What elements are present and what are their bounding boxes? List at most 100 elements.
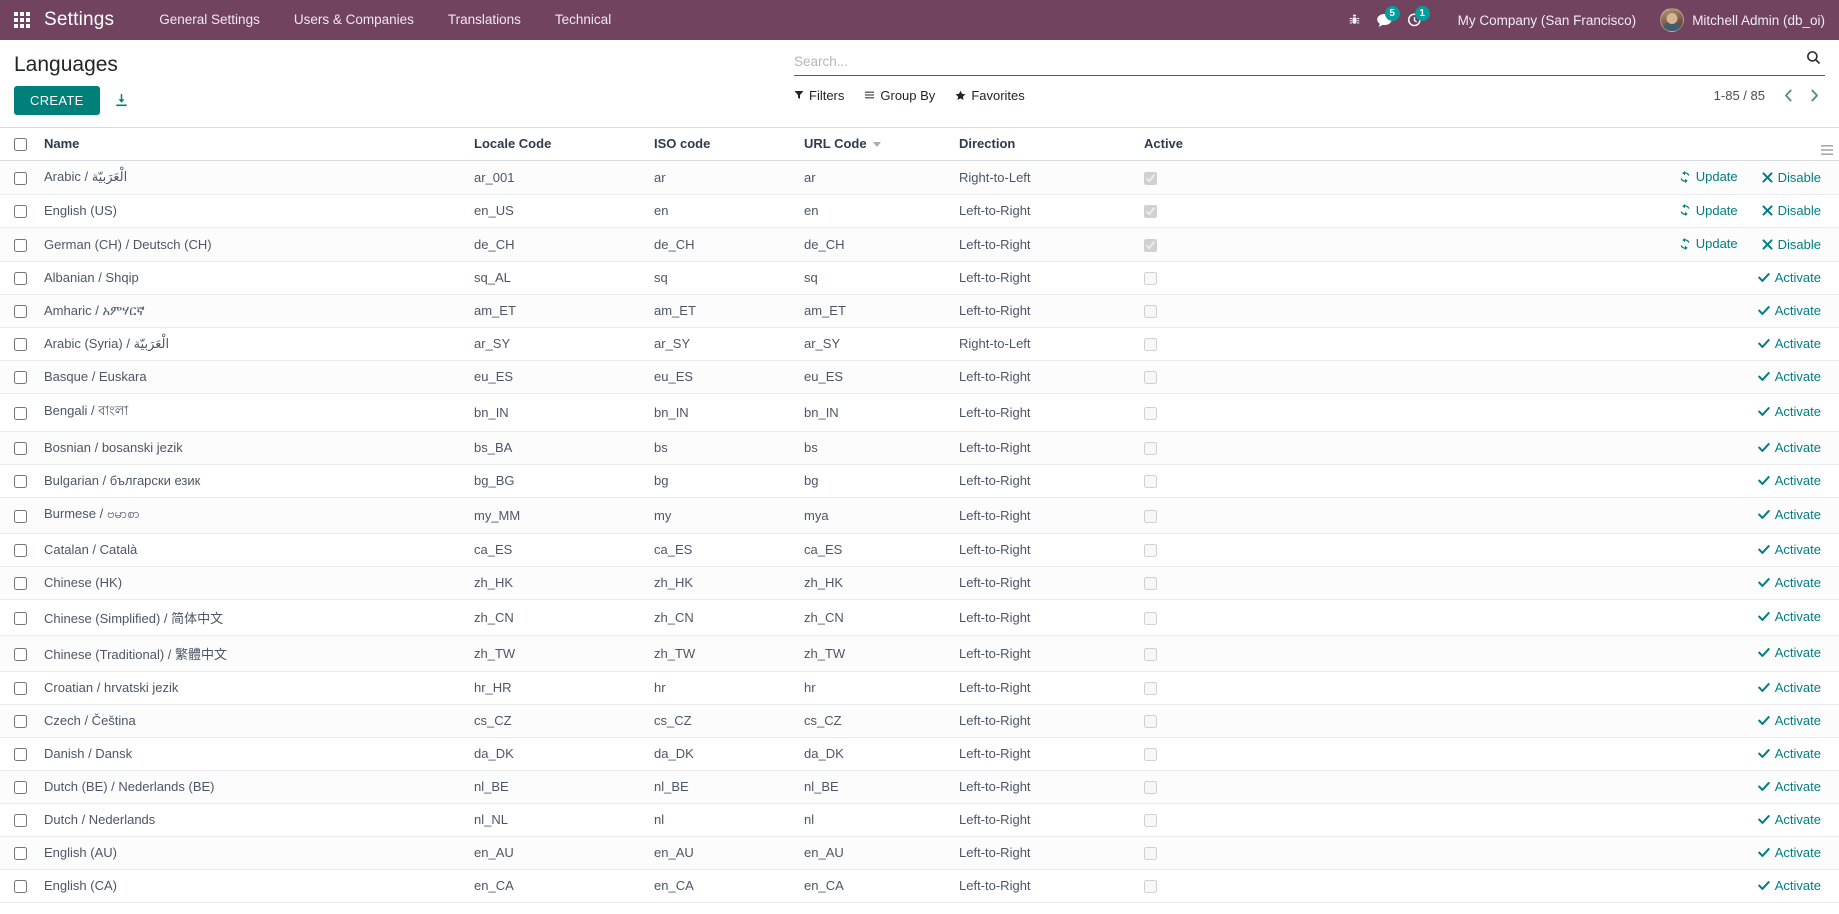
chevron-right-icon[interactable]	[1803, 84, 1825, 106]
activate-button[interactable]: Activate	[1757, 812, 1821, 827]
table-row[interactable]: Danish / Dansk da_DK da_DK da_DK Left-to-Rig…	[0, 737, 1839, 771]
apps-grid-icon[interactable]	[0, 0, 44, 40]
row-checkbox[interactable]	[14, 238, 27, 252]
row-select-cell[interactable]	[0, 360, 36, 394]
activate-button[interactable]: Activate	[1757, 270, 1821, 285]
search-icon[interactable]	[1800, 50, 1825, 72]
column-header-iso-code[interactable]: ISO code	[646, 128, 796, 162]
activate-button[interactable]: Activate	[1757, 404, 1821, 419]
row-checkbox[interactable]	[14, 171, 27, 185]
row-select-cell[interactable]	[0, 671, 36, 705]
table-row[interactable]: Czech / Čeština cs_CZ cs_CZ cs_CZ Left-to-Ri…	[0, 704, 1839, 738]
row-checkbox[interactable]	[14, 748, 27, 762]
column-options-icon[interactable]	[1821, 144, 1833, 159]
activate-button[interactable]: Activate	[1757, 440, 1821, 455]
row-select-cell[interactable]	[0, 497, 36, 534]
activate-button[interactable]: Activate	[1757, 575, 1821, 590]
column-header-name[interactable]: Name	[36, 128, 466, 162]
row-checkbox[interactable]	[14, 442, 27, 456]
table-row[interactable]: Bulgarian / български език bg_BG bg bg Left-…	[0, 464, 1839, 498]
disable-button[interactable]: Disable	[1762, 237, 1821, 252]
table-row[interactable]: Amharic / አምሃርኛ am_ET am_ET am_ET Left-to-Ri…	[0, 294, 1839, 328]
table-row[interactable]: Bengali / বাংলা bn_IN bn_IN bn_IN Left-to-Ri…	[0, 393, 1839, 432]
filters-dropdown[interactable]: Filters	[794, 88, 844, 103]
messages-icon[interactable]: 5	[1370, 0, 1400, 40]
row-select-cell[interactable]	[0, 464, 36, 498]
table-row[interactable]: Catalan / Català ca_ES ca_ES ca_ES Left-to-R…	[0, 533, 1839, 567]
row-select-cell[interactable]	[0, 869, 36, 903]
activate-button[interactable]: Activate	[1757, 473, 1821, 488]
row-select-cell[interactable]	[0, 393, 36, 432]
table-row[interactable]: Bosnian / bosanski jezik bs_BA bs bs Left-to…	[0, 431, 1839, 465]
table-row[interactable]: English (CA) en_CA en_CA en_CA Left-to-Right…	[0, 869, 1839, 903]
row-select-cell[interactable]	[0, 635, 36, 672]
row-checkbox[interactable]	[14, 272, 27, 286]
select-all-checkbox[interactable]	[14, 138, 27, 152]
clock-icon[interactable]: 1	[1400, 0, 1430, 40]
activate-button[interactable]: Activate	[1757, 645, 1821, 660]
row-select-cell[interactable]	[0, 327, 36, 361]
row-select-cell[interactable]	[0, 194, 36, 229]
activate-button[interactable]: Activate	[1757, 779, 1821, 794]
menu-technical[interactable]: Technical	[554, 12, 612, 27]
row-checkbox[interactable]	[14, 781, 27, 795]
row-select-cell[interactable]	[0, 261, 36, 295]
row-checkbox[interactable]	[14, 814, 27, 828]
row-checkbox[interactable]	[14, 577, 27, 591]
row-checkbox[interactable]	[14, 305, 27, 319]
table-row[interactable]: German (CH) / Deutsch (CH) de_CH de_CH de_C…	[0, 227, 1839, 262]
row-checkbox[interactable]	[14, 880, 27, 894]
table-row[interactable]: Dutch / Nederlands nl_NL nl nl Left-to-Right…	[0, 803, 1839, 837]
table-row[interactable]: English (AU) en_AU en_AU en_AU Left-to-Right…	[0, 836, 1839, 870]
app-brand-settings[interactable]: Settings	[44, 9, 115, 30]
row-select-cell[interactable]	[0, 431, 36, 465]
row-checkbox[interactable]	[14, 715, 27, 729]
row-select-cell[interactable]	[0, 294, 36, 328]
row-select-cell[interactable]	[0, 533, 36, 567]
update-button[interactable]: Update	[1679, 169, 1738, 184]
create-button[interactable]: CREATE	[14, 86, 100, 115]
pager-value[interactable]: 1-85 / 85	[1713, 87, 1765, 103]
row-checkbox[interactable]	[14, 847, 27, 861]
column-header-direction[interactable]: Direction	[951, 128, 1136, 162]
table-row[interactable]: English (US) en_US en en Left-to-Right Update…	[0, 194, 1839, 229]
row-select-cell[interactable]	[0, 770, 36, 804]
activate-button[interactable]: Activate	[1757, 542, 1821, 557]
row-checkbox[interactable]	[14, 371, 27, 385]
search-input[interactable]	[794, 50, 1800, 72]
activate-button[interactable]: Activate	[1757, 878, 1821, 893]
row-checkbox[interactable]	[14, 338, 27, 352]
import-download-icon[interactable]	[114, 93, 129, 108]
menu-translations[interactable]: Translations	[447, 12, 521, 27]
row-select-cell[interactable]	[0, 599, 36, 636]
table-row[interactable]: Arabic / الْعَرَبيّة ar_001 ar ar Right-to-L…	[0, 160, 1839, 195]
row-checkbox[interactable]	[14, 544, 27, 558]
table-row[interactable]: Croatian / hrvatski jezik hr_HR hr hr Left-t…	[0, 671, 1839, 705]
activate-button[interactable]: Activate	[1757, 845, 1821, 860]
table-row[interactable]: Albanian / Shqip sq_AL sq sq Left-to-Right Ac…	[0, 261, 1839, 295]
bug-icon[interactable]	[1340, 0, 1370, 40]
row-checkbox[interactable]	[14, 682, 27, 696]
activate-button[interactable]: Activate	[1757, 507, 1821, 522]
menu-general-settings[interactable]: General Settings	[159, 12, 260, 27]
activate-button[interactable]: Activate	[1757, 303, 1821, 318]
activate-button[interactable]: Activate	[1757, 609, 1821, 624]
column-header-locale-code[interactable]: Locale Code	[466, 128, 646, 162]
table-row[interactable]: Arabic (Syria) / الْعَرَبيّة ar_SY ar_SY ar…	[0, 327, 1839, 361]
row-select-cell[interactable]	[0, 737, 36, 771]
company-switcher[interactable]: My Company (San Francisco)	[1457, 12, 1637, 28]
table-row[interactable]: Chinese (HK) zh_HK zh_HK zh_HK Left-to-Right…	[0, 566, 1839, 600]
menu-users-companies[interactable]: Users & Companies	[293, 12, 414, 27]
disable-button[interactable]: Disable	[1762, 203, 1821, 218]
row-checkbox[interactable]	[14, 647, 27, 661]
activate-button[interactable]: Activate	[1757, 713, 1821, 728]
select-all-header[interactable]	[0, 128, 36, 162]
update-button[interactable]: Update	[1679, 203, 1738, 218]
user-menu[interactable]: Mitchell Admin (db_oi)	[1654, 8, 1825, 32]
row-select-cell[interactable]	[0, 227, 36, 262]
table-row[interactable]: Chinese (Simplified) / 简体中文 zh_CN zh_CN zh_…	[0, 599, 1839, 636]
row-checkbox[interactable]	[14, 611, 27, 625]
activate-button[interactable]: Activate	[1757, 746, 1821, 761]
row-select-cell[interactable]	[0, 566, 36, 600]
row-checkbox[interactable]	[14, 475, 27, 489]
